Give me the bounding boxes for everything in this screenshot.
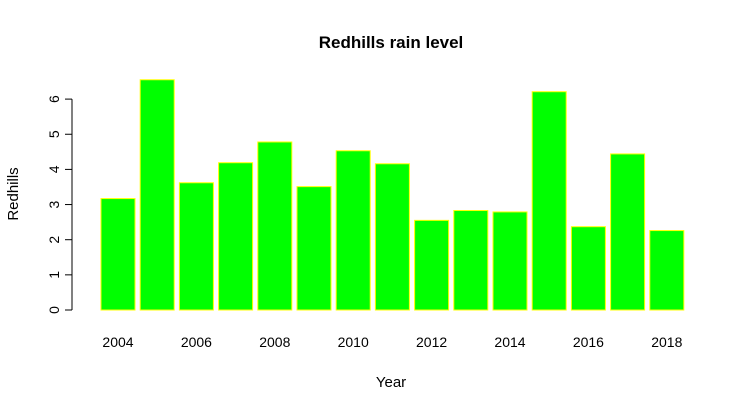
- bar-2017: [610, 153, 646, 311]
- x-tick-label: 2006: [181, 334, 212, 350]
- x-tick-labels: 2004 2006 2008 2010 2012 2014 2016 2018: [102, 334, 682, 350]
- chart-title: Redhills rain level: [319, 33, 464, 52]
- x-axis-label: Year: [376, 374, 406, 391]
- y-tick-label: 3: [46, 200, 62, 208]
- bar-2011: [374, 163, 410, 311]
- y-axis: 0 1 2 3 4 5 6: [46, 95, 73, 314]
- bar-2015: [531, 91, 567, 311]
- bar-2005: [139, 79, 175, 311]
- bar-2004: [100, 198, 136, 311]
- y-tick-label: 2: [46, 236, 62, 244]
- x-tick-label: 2018: [651, 334, 682, 350]
- bar-2006: [178, 182, 214, 311]
- y-tick-label: 6: [46, 95, 62, 103]
- bar-2007: [218, 162, 254, 311]
- y-axis-label: Redhills: [5, 167, 22, 220]
- bar-2010: [335, 150, 371, 311]
- bar-2009: [296, 186, 332, 311]
- bar-2008: [257, 141, 293, 311]
- bar-2018: [649, 230, 685, 311]
- bar-2014: [492, 211, 528, 311]
- bars-group: [100, 79, 685, 311]
- y-tick-label: 0: [46, 306, 62, 314]
- bar-2016: [570, 226, 606, 311]
- y-tick-label: 1: [46, 271, 62, 279]
- y-tick-label: 4: [46, 165, 62, 173]
- bar-2012: [414, 219, 450, 311]
- y-tick-label: 5: [46, 130, 62, 138]
- x-tick-label: 2014: [494, 334, 525, 350]
- x-tick-label: 2004: [102, 334, 133, 350]
- bar-2013: [453, 210, 489, 311]
- x-tick-label: 2008: [259, 334, 290, 350]
- x-tick-label: 2016: [573, 334, 604, 350]
- x-tick-label: 2012: [416, 334, 447, 350]
- x-tick-label: 2010: [338, 334, 369, 350]
